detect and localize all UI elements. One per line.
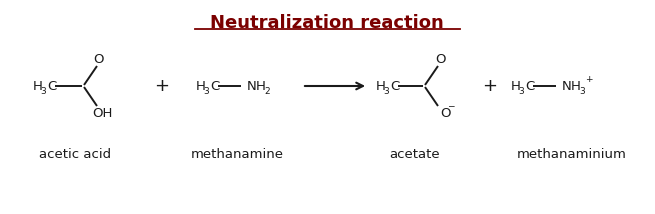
Text: methanamine: methanamine	[191, 147, 284, 160]
Text: C: C	[390, 79, 400, 92]
Text: OH: OH	[92, 107, 112, 119]
Text: C: C	[525, 79, 534, 92]
Text: O: O	[94, 52, 104, 65]
Text: H: H	[571, 79, 581, 92]
Text: acetate: acetate	[390, 147, 440, 160]
Text: 3: 3	[579, 87, 585, 96]
Text: 2: 2	[264, 87, 270, 96]
Text: 3: 3	[518, 87, 524, 96]
Text: O: O	[435, 52, 445, 65]
Text: Neutralization reaction: Neutralization reaction	[210, 14, 444, 32]
Text: H: H	[256, 79, 266, 92]
Text: C: C	[47, 79, 56, 92]
Text: +: +	[483, 77, 498, 95]
Text: 3: 3	[383, 87, 389, 96]
Text: methanaminium: methanaminium	[517, 147, 627, 160]
Text: acetic acid: acetic acid	[39, 147, 111, 160]
Text: N: N	[247, 79, 257, 92]
Text: N: N	[562, 79, 572, 92]
Text: −: −	[447, 101, 455, 110]
Text: H: H	[33, 79, 43, 92]
Text: +: +	[585, 75, 593, 84]
Text: H: H	[511, 79, 521, 92]
Text: H: H	[196, 79, 206, 92]
Text: O: O	[440, 107, 451, 119]
Text: 3: 3	[40, 87, 46, 96]
Text: C: C	[210, 79, 219, 92]
Text: +: +	[155, 77, 170, 95]
Text: H: H	[376, 79, 386, 92]
Text: 3: 3	[203, 87, 209, 96]
